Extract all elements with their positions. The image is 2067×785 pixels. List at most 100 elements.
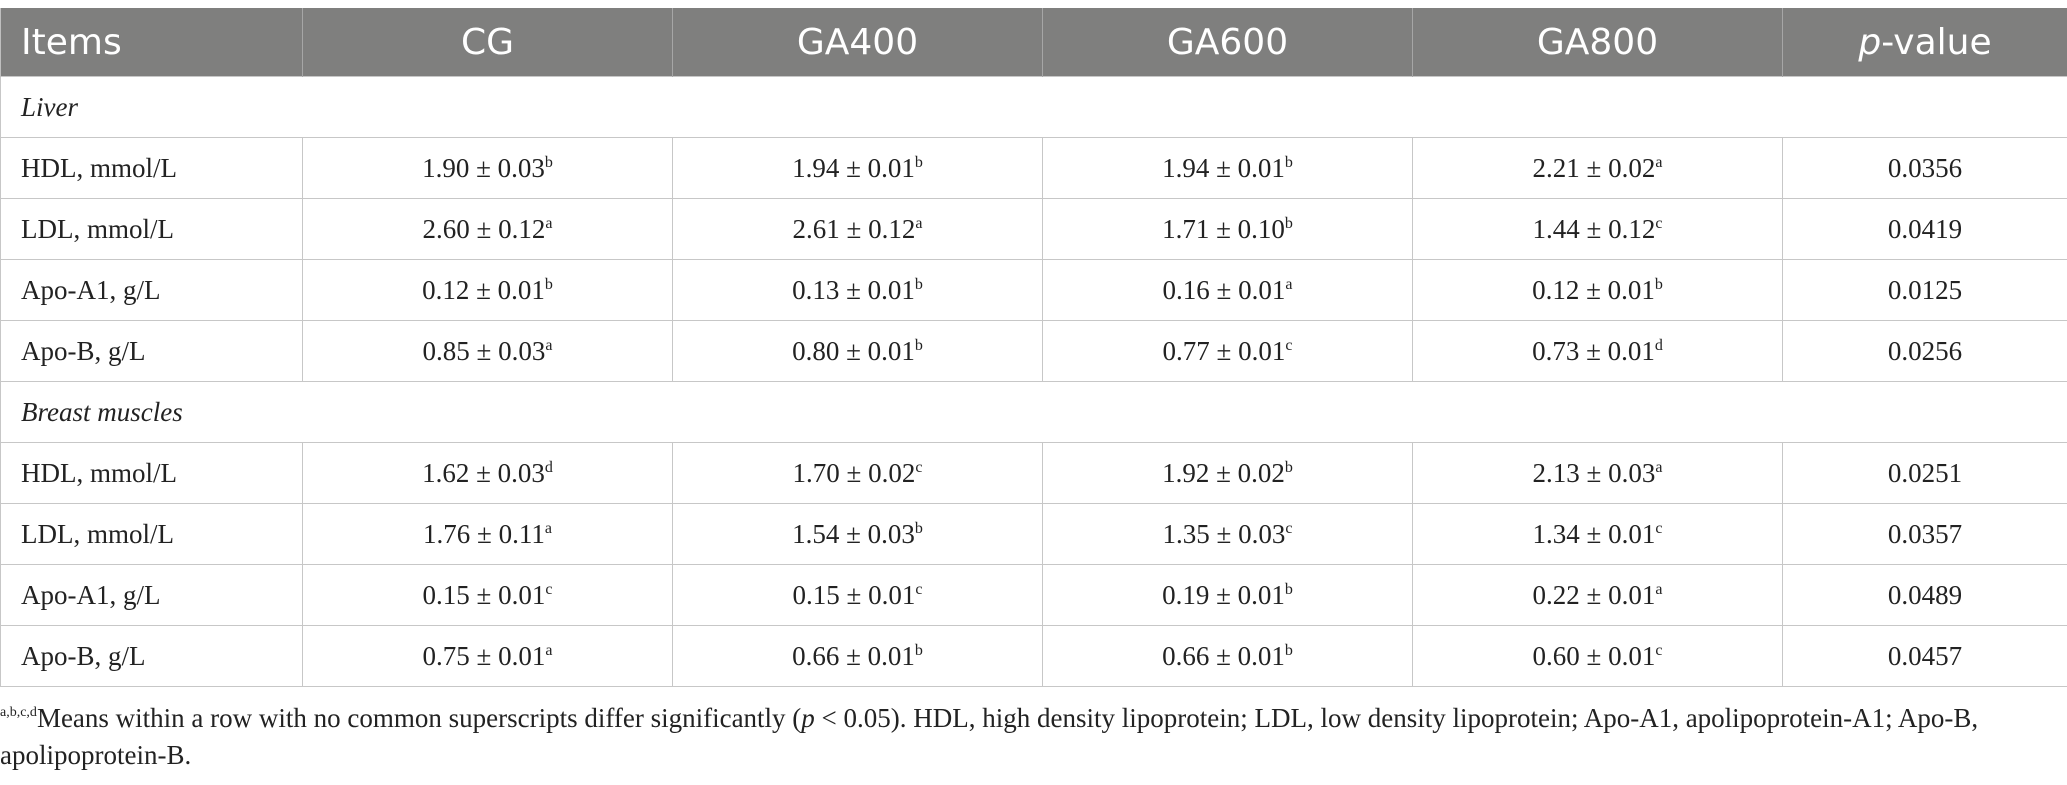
value-cell: 2.13 ± 0.03a [1412, 442, 1783, 504]
p-value-cell: 0.0457 [1782, 625, 2067, 687]
table-header: Items CG GA400 GA600 GA800 p-value [0, 8, 2067, 77]
cell-superscript: a [545, 641, 553, 659]
table-row: Apo-A1, g/L 0.15 ± 0.01c 0.15 ± 0.01c 0.19 … [0, 564, 2067, 626]
cell-superscript: b [544, 275, 553, 293]
row-label: Apo-A1, g/L [0, 259, 303, 321]
cell-superscript: c [915, 580, 923, 598]
cell-value: 0.73 ± 0.01 [1532, 335, 1655, 366]
cell-superscript: b [914, 153, 923, 171]
table-row: Apo-B, g/L 0.85 ± 0.03a 0.80 ± 0.01b 0.77 ±… [0, 320, 2067, 382]
cell-superscript: c [545, 580, 553, 598]
table-footnote: a,b,c,dMeans within a row with no common… [0, 700, 2050, 774]
header-items: Items [0, 8, 303, 77]
p-value-cell: 0.0489 [1782, 564, 2067, 626]
row-label: Apo-B, g/L [0, 625, 303, 687]
cell-value: 0.77 ± 0.01 [1162, 335, 1286, 366]
cell-superscript: a [1655, 458, 1663, 476]
cell-value: 0.85 ± 0.03 [422, 335, 546, 366]
header-p-letter: p [1858, 21, 1882, 63]
row-label: HDL, mmol/L [0, 442, 303, 504]
cell-superscript: c [1655, 641, 1663, 659]
cell-value: 0.15 ± 0.01 [422, 579, 546, 610]
value-cell: 0.66 ± 0.01b [672, 625, 1043, 687]
cell-superscript: a [1655, 153, 1663, 171]
cell-superscript: b [544, 153, 553, 171]
cell-value: 0.66 ± 0.01 [792, 640, 915, 671]
value-cell: 2.21 ± 0.02a [1412, 137, 1783, 199]
cell-value: 2.13 ± 0.03 [1532, 457, 1656, 488]
header-ga400: GA400 [672, 8, 1043, 77]
value-cell: 1.71 ± 0.10b [1042, 198, 1413, 260]
section-title: Breast muscles [0, 381, 2067, 443]
table-row: LDL, mmol/L 1.76 ± 0.11a 1.54 ± 0.03b 1.35 … [0, 503, 2067, 565]
value-cell: 1.35 ± 0.03c [1042, 503, 1413, 565]
header-ga800: GA800 [1412, 8, 1783, 77]
cell-value: 0.60 ± 0.01 [1532, 640, 1656, 671]
value-cell: 0.73 ± 0.01d [1412, 320, 1783, 382]
cell-superscript: a [544, 519, 552, 537]
footnote-superscripts: a,b,c,d [0, 705, 37, 720]
cell-value: 1.92 ± 0.02 [1162, 457, 1285, 488]
results-table-container: Items CG GA400 GA600 GA800 p-value Liver… [0, 8, 2067, 687]
lipid-results-table: Items CG GA400 GA600 GA800 p-value Liver… [0, 8, 2067, 687]
cell-superscript: b [1284, 641, 1293, 659]
cell-superscript: a [1285, 275, 1293, 293]
cell-superscript: b [1284, 153, 1293, 171]
value-cell: 0.19 ± 0.01b [1042, 564, 1413, 626]
value-cell: 1.44 ± 0.12c [1412, 198, 1783, 260]
cell-superscript: b [914, 336, 923, 354]
value-cell: 1.70 ± 0.02c [672, 442, 1043, 504]
cell-superscript: c [1655, 214, 1663, 232]
row-label: HDL, mmol/L [0, 137, 303, 199]
value-cell: 0.85 ± 0.03a [302, 320, 673, 382]
cell-superscript: b [1284, 214, 1293, 232]
cell-superscript: c [1655, 519, 1663, 537]
value-cell: 0.77 ± 0.01c [1042, 320, 1413, 382]
value-cell: 0.16 ± 0.01a [1042, 259, 1413, 321]
cell-superscript: b [1284, 458, 1293, 476]
cell-superscript: c [1285, 519, 1293, 537]
cell-value: 1.70 ± 0.02 [792, 457, 916, 488]
cell-superscript: c [915, 458, 923, 476]
cell-superscript: b [1284, 580, 1293, 598]
cell-superscript: b [914, 275, 923, 293]
header-ga600: GA600 [1042, 8, 1413, 77]
value-cell: 0.60 ± 0.01c [1412, 625, 1783, 687]
cell-value: 0.15 ± 0.01 [792, 579, 916, 610]
cell-value: 1.54 ± 0.03 [792, 518, 915, 549]
cell-value: 1.71 ± 0.10 [1162, 213, 1285, 244]
cell-value: 1.76 ± 0.11 [423, 518, 545, 549]
cell-value: 2.61 ± 0.12 [792, 213, 916, 244]
cell-value: 1.44 ± 0.12 [1532, 213, 1656, 244]
cell-value: 2.21 ± 0.02 [1532, 152, 1656, 183]
cell-superscript: b [914, 519, 923, 537]
value-cell: 1.94 ± 0.01b [672, 137, 1043, 199]
footnote-text-1: Means within a row with no common supers… [36, 703, 802, 733]
cell-value: 0.80 ± 0.01 [792, 335, 915, 366]
table-row: HDL, mmol/L 1.62 ± 0.03d 1.70 ± 0.02c 1.92 … [0, 442, 2067, 504]
header-cg: CG [302, 8, 673, 77]
value-cell: 1.76 ± 0.11a [302, 503, 673, 565]
cell-value: 2.60 ± 0.12 [422, 213, 546, 244]
cell-value: 0.12 ± 0.01 [1532, 274, 1655, 305]
cell-superscript: a [915, 214, 923, 232]
cell-value: 1.62 ± 0.03 [422, 457, 545, 488]
cell-value: 0.75 ± 0.01 [422, 640, 546, 671]
p-value-cell: 0.0357 [1782, 503, 2067, 565]
header-row: Items CG GA400 GA600 GA800 p-value [0, 8, 2067, 77]
cell-value: 0.66 ± 0.01 [1162, 640, 1285, 671]
cell-value: 1.94 ± 0.01 [792, 152, 915, 183]
value-cell: 2.60 ± 0.12a [302, 198, 673, 260]
p-value-cell: 0.0419 [1782, 198, 2067, 260]
cell-superscript: a [545, 214, 553, 232]
cell-value: 0.16 ± 0.01 [1162, 274, 1286, 305]
section-row: Liver [0, 76, 2067, 138]
value-cell: 0.80 ± 0.01b [672, 320, 1043, 382]
cell-superscript: d [1654, 336, 1663, 354]
footnote-p: p [801, 703, 815, 733]
cell-superscript: a [1655, 580, 1663, 598]
row-label: LDL, mmol/L [0, 198, 303, 260]
cell-superscript: b [1654, 275, 1663, 293]
header-p-value: p-value [1782, 8, 2067, 77]
table-row: HDL, mmol/L 1.90 ± 0.03b 1.94 ± 0.01b 1.94 … [0, 137, 2067, 199]
